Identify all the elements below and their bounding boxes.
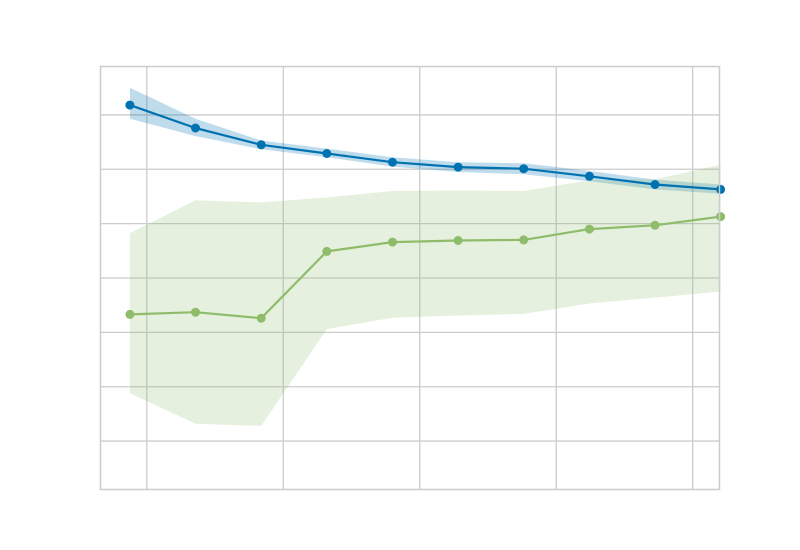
series-lines <box>129 104 721 320</box>
data-point <box>519 164 529 174</box>
grid <box>100 66 720 490</box>
series-points <box>125 100 726 323</box>
plot-frame <box>99 65 721 491</box>
data-point <box>322 246 332 256</box>
data-point <box>584 171 594 181</box>
data-point <box>125 100 135 110</box>
data-point <box>191 307 200 317</box>
data-point <box>716 212 726 222</box>
data-point <box>453 162 463 172</box>
series-line-2 <box>129 215 721 320</box>
data-point <box>650 180 660 189</box>
data-point <box>388 157 397 167</box>
data-point <box>519 235 529 245</box>
data-point <box>716 184 726 194</box>
data-point <box>322 149 332 158</box>
data-point <box>256 313 266 323</box>
data-point <box>584 224 594 234</box>
data-point <box>191 123 200 133</box>
confidence-band-2 <box>129 164 721 426</box>
data-point <box>388 237 397 247</box>
series-line-1 <box>129 104 721 191</box>
data-point <box>125 309 135 319</box>
data-point <box>650 220 660 230</box>
data-point <box>256 140 266 150</box>
data-point <box>453 236 463 245</box>
